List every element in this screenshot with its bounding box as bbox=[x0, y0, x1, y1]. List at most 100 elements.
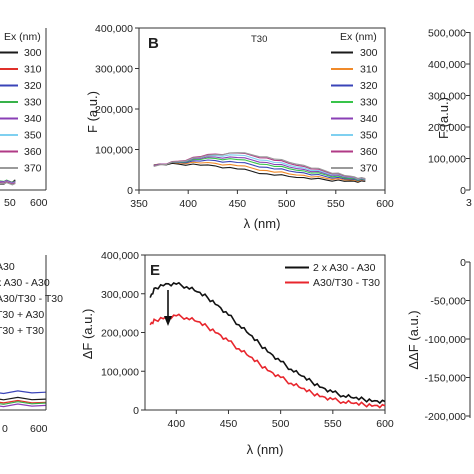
panel-a-legend: 300 310 320 330 340 350 360 370 bbox=[0, 47, 42, 175]
y-tick-label: 300,000 bbox=[101, 289, 139, 301]
panel-b-legend-title: Ex (nm) bbox=[340, 31, 377, 43]
panel-c-ticks: 0 100,000 200,000 300,000 400,000 500,000 bbox=[428, 28, 470, 197]
y-tick-label: 0 bbox=[460, 185, 466, 197]
panel-e-y-axis-label: ΔF (a.u.) bbox=[80, 309, 95, 360]
legend-entry: 2 x A30 - A30 bbox=[313, 262, 376, 274]
panel-e: 400 450 500 550 600 0 100,000 200,000 300,000 400… bbox=[80, 250, 394, 457]
legend-entry: A30/T30 - T30 bbox=[313, 277, 380, 289]
legend-entry: 370 bbox=[360, 163, 378, 175]
panel-a-plot-lines bbox=[0, 179, 16, 186]
panel-e-ticks: 400 450 500 550 600 0 100,000 200,000 300,000 400… bbox=[101, 250, 394, 430]
series-line-a30-t30-t30 bbox=[0, 390, 47, 395]
x-tick-label: 550 bbox=[324, 418, 342, 430]
panel-b-x-axis-label: λ (nm) bbox=[244, 216, 281, 231]
panel-c: 0 100,000 200,000 300,000 400,000 500,000 F (… bbox=[428, 28, 472, 210]
legend-entry: 340 bbox=[24, 113, 42, 125]
series-line-a30 bbox=[0, 396, 47, 401]
y-tick-label: -100,000 bbox=[425, 334, 467, 346]
series-line-t30-t30 bbox=[0, 403, 47, 408]
legend-entry: 350 bbox=[24, 130, 42, 142]
x-tick-label: 450 bbox=[229, 198, 247, 210]
legend-entry: 320 bbox=[24, 80, 42, 92]
panel-b-label: B bbox=[148, 35, 159, 52]
panel-b-legend: 300 310 320 330 340 350 360 370 bbox=[331, 47, 378, 175]
legend-entry: 320 bbox=[360, 80, 378, 92]
series-line-x-a30-a30 bbox=[0, 399, 47, 404]
x-tick-label: 450 bbox=[220, 418, 238, 430]
panel-b-ticks: 350 400 450 500 550 600 0 100,000 200,000 300,000… bbox=[95, 23, 394, 210]
panel-f: 0 -50,000 -100,000 -150,000 -200,000 ΔΔF (a.… bbox=[406, 257, 471, 423]
series-line-330 bbox=[153, 157, 366, 181]
panel-b-plot-lines bbox=[153, 152, 366, 183]
panel-b-inset-label: T30 bbox=[251, 34, 267, 45]
x-tick-label: 400 bbox=[168, 418, 186, 430]
panel-e-x-axis-label: λ (nm) bbox=[247, 442, 284, 457]
legend-entry: 350 bbox=[360, 130, 378, 142]
y-tick-label: 200,000 bbox=[101, 328, 139, 340]
panel-e-arrow-annotation bbox=[164, 290, 172, 326]
x-tick-label: 500 bbox=[278, 198, 296, 210]
legend-entry: 310 bbox=[24, 64, 42, 76]
legend-entry: 360 bbox=[360, 146, 378, 158]
series-line-300 bbox=[153, 162, 366, 183]
y-tick-label: 300,000 bbox=[95, 64, 133, 76]
series-line-2-x-a30-a30 bbox=[149, 281, 386, 405]
legend-entry: 360 bbox=[24, 146, 42, 158]
panel-e-plot-lines bbox=[149, 281, 386, 409]
panel-d-x-tick-label: 600 bbox=[30, 423, 48, 435]
panel-a: Ex (nm) 300 310 320 330 340 350 360 370 50 600 bbox=[0, 28, 48, 209]
panel-c-x-tick-label: 3 bbox=[466, 197, 472, 209]
y-tick-label: 100,000 bbox=[95, 145, 133, 157]
series-line-a30-t30-t30 bbox=[149, 313, 386, 409]
legend-entry: 330 bbox=[360, 97, 378, 109]
panel-c-y-axis-label: F (a.u.) bbox=[436, 97, 451, 139]
y-tick-label: -200,000 bbox=[425, 411, 467, 423]
legend-entry: T30 + A30 bbox=[0, 309, 44, 321]
series-line-340 bbox=[0, 179, 16, 184]
x-tick-label: 500 bbox=[272, 418, 290, 430]
x-tick-label: 350 bbox=[130, 198, 148, 210]
panel-d-plot-lines bbox=[0, 390, 47, 408]
legend-entry: 300 bbox=[360, 47, 378, 59]
x-tick-label: 400 bbox=[179, 198, 197, 210]
y-tick-label: 400,000 bbox=[101, 250, 139, 262]
legend-entry: 330 bbox=[24, 97, 42, 109]
y-tick-label: 400,000 bbox=[95, 23, 133, 35]
legend-entry: x A30 - A30 bbox=[0, 277, 50, 289]
series-line-370 bbox=[153, 152, 366, 180]
y-tick-label: 500,000 bbox=[428, 28, 466, 40]
panel-f-ticks: 0 -50,000 -100,000 -150,000 -200,000 bbox=[425, 257, 470, 423]
y-tick-label: 200,000 bbox=[95, 104, 133, 116]
legend-entry: A30/T30 - T30 bbox=[0, 293, 63, 305]
panel-b: 350 400 450 500 550 600 0 100,000 200,000 300,000… bbox=[85, 23, 394, 231]
x-tick-label: 600 bbox=[376, 198, 394, 210]
panel-d-legend: A30 x A30 - A30 A30/T30 - T30 T30 + A30 T30 … bbox=[0, 261, 63, 337]
legend-entry: A30 bbox=[0, 261, 15, 273]
y-tick-label: 100,000 bbox=[428, 154, 466, 166]
y-tick-label: 0 bbox=[133, 405, 139, 417]
panel-d: A30 x A30 - A30 A30/T30 - T30 T30 + A30 T30 … bbox=[0, 255, 63, 435]
y-tick-label: 0 bbox=[460, 257, 466, 269]
x-tick-label: 600 bbox=[376, 418, 394, 430]
x-tick-label: 550 bbox=[327, 198, 345, 210]
panel-a-legend-title: Ex (nm) bbox=[4, 31, 41, 43]
panel-b-y-axis-label: F (a.u.) bbox=[85, 91, 100, 133]
panel-a-x-tick-label: 50 bbox=[4, 197, 16, 209]
series-line-360 bbox=[0, 181, 16, 185]
legend-entry: 300 bbox=[24, 47, 42, 59]
legend-entry: 370 bbox=[24, 163, 42, 175]
panel-e-legend: 2 x A30 - A30 A30/T30 - T30 bbox=[285, 262, 380, 289]
legend-entry: 310 bbox=[360, 64, 378, 76]
series-line-320 bbox=[153, 159, 366, 182]
y-tick-label: 0 bbox=[127, 185, 133, 197]
y-tick-label: 400,000 bbox=[428, 59, 466, 71]
y-tick-label: -150,000 bbox=[425, 373, 467, 385]
panel-f-y-axis-label: ΔΔF (a.u.) bbox=[406, 310, 421, 369]
series-line-310 bbox=[153, 161, 366, 182]
panel-d-x-tick-label: 0 bbox=[2, 423, 8, 435]
panel-e-label: E bbox=[150, 262, 160, 279]
panel-a-x-tick-label: 600 bbox=[30, 197, 48, 209]
legend-entry: T30 + T30 bbox=[0, 325, 44, 337]
y-tick-label: -50,000 bbox=[430, 296, 466, 308]
y-tick-label: 200,000 bbox=[428, 122, 466, 134]
